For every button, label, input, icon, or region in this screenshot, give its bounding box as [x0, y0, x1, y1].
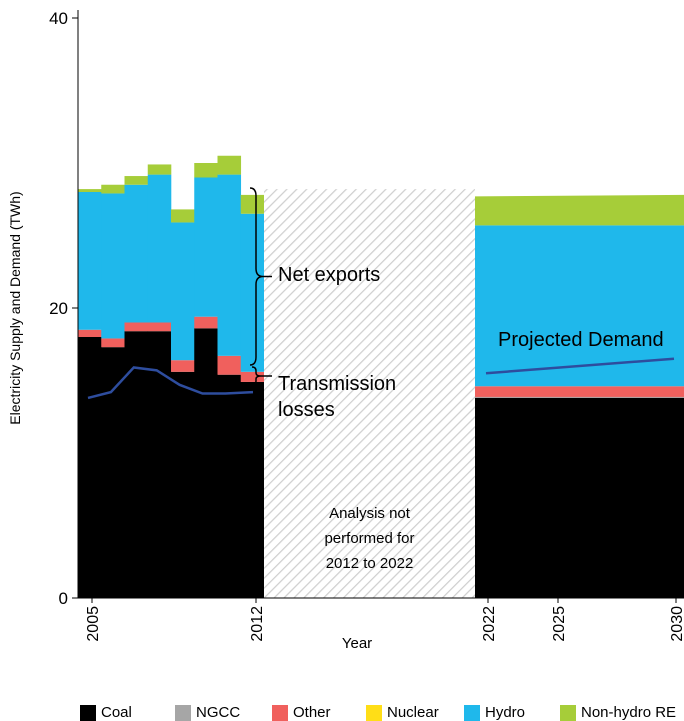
bar-other-2007	[124, 322, 149, 332]
bar-other-2006	[101, 338, 125, 348]
bar-other-2009	[171, 360, 195, 372]
legend: Coal NGCC Other Nuclear Hydro Non-hydro RE	[0, 703, 684, 721]
bar-coal-2012	[240, 381, 265, 598]
area-coal-projected	[475, 397, 684, 598]
bar-non-hydro-re-2008	[147, 164, 172, 175]
legend-label: Coal	[101, 704, 132, 721]
bar-coal-2007	[124, 331, 149, 598]
bar-coal-2005	[78, 337, 102, 598]
x-tick-label: 2022	[481, 606, 498, 642]
legend-item-nuclear: Nuclear	[366, 704, 439, 721]
x-tick-label: 2025	[551, 606, 568, 642]
gap-label: Analysis not	[329, 505, 411, 522]
y-tick-label: 20	[49, 299, 68, 318]
projected-demand-label: Projected Demand	[498, 329, 664, 351]
bar-other-2008	[147, 322, 172, 332]
demand-line-projected	[485, 357, 675, 375]
bar-coal-2010	[194, 328, 218, 598]
x-tick-label: 2012	[249, 606, 266, 642]
bar-other-2011	[217, 355, 242, 375]
demand-line-historical	[87, 366, 254, 400]
bar-non-hydro-re-2005	[78, 189, 102, 192]
bar-hydro-2010	[194, 177, 218, 317]
legend-label: Nuclear	[387, 704, 439, 721]
bar-other-2005	[78, 329, 102, 337]
axes: 0 20 40 Electricity Supply and Demand (TWh)…	[7, 9, 684, 652]
legend-item-ngcc: NGCC	[175, 704, 240, 721]
legend-swatch	[366, 704, 382, 721]
legend-swatch	[80, 704, 96, 721]
legend-item-coal: Coal	[80, 704, 132, 721]
bar-coal-2009	[171, 371, 195, 598]
bar-non-hydro-re-2006	[101, 184, 125, 194]
bar-hydro-2011	[217, 174, 242, 356]
bar-hydro-2006	[101, 193, 125, 339]
y-axis-label: Electricity Supply and Demand (TWh)	[7, 191, 23, 424]
bar-non-hydro-re-2007	[124, 176, 149, 185]
legend-item-non-hydro-re: Non-hydro RE	[560, 704, 676, 721]
net-exports-label: Net exports	[278, 264, 380, 286]
area-other-projected	[475, 386, 684, 398]
bar-other-2012	[240, 371, 265, 382]
annotations: Net exports Transmission losses Projected D…	[249, 187, 664, 572]
bar-other-2010	[194, 316, 218, 329]
legend-swatch	[175, 704, 191, 721]
legend-item-hydro: Hydro	[464, 704, 525, 721]
bar-coal-2011	[217, 374, 242, 598]
bar-coal-2006	[101, 347, 125, 598]
legend-swatch	[560, 704, 576, 721]
bar-non-hydro-re-2009	[171, 209, 195, 223]
bar-hydro-2005	[78, 192, 102, 330]
gap-label: performed for	[324, 530, 414, 547]
chart: 0 20 40 Electricity Supply and Demand (TWh)…	[7, 9, 684, 652]
legend-swatch	[464, 704, 480, 721]
bar-hydro-2007	[124, 184, 149, 323]
x-tick-label: 2030	[669, 606, 684, 642]
legend-swatch	[272, 704, 288, 721]
x-tick-label: 2005	[85, 606, 102, 642]
x-axis-label: Year	[342, 635, 372, 652]
legend-label: NGCC	[196, 704, 241, 721]
area-hydro-projected	[475, 225, 684, 387]
bar-non-hydro-re-2011	[217, 155, 242, 175]
bar-hydro-2012	[240, 213, 265, 372]
y-tick-label: 0	[59, 589, 68, 608]
legend-label: Other	[293, 704, 331, 721]
bar-non-hydro-re-2012	[240, 194, 265, 214]
transmission-losses-label: Transmission	[278, 373, 396, 395]
data-layer	[78, 155, 684, 598]
y-tick-label: 40	[49, 9, 68, 28]
transmission-losses-label: losses	[278, 399, 335, 421]
area-non-hydro-re-projected	[475, 194, 684, 226]
bar-hydro-2008	[147, 174, 172, 323]
gap-region	[264, 189, 475, 598]
bar-non-hydro-re-2010	[194, 163, 218, 178]
bar-coal-2008	[147, 331, 172, 598]
legend-label: Hydro	[485, 704, 526, 721]
legend-item-other: Other	[272, 704, 331, 721]
bar-hydro-2009	[171, 222, 195, 361]
gap-label: 2012 to 2022	[326, 555, 414, 572]
legend-label: Non-hydro RE	[581, 704, 677, 721]
